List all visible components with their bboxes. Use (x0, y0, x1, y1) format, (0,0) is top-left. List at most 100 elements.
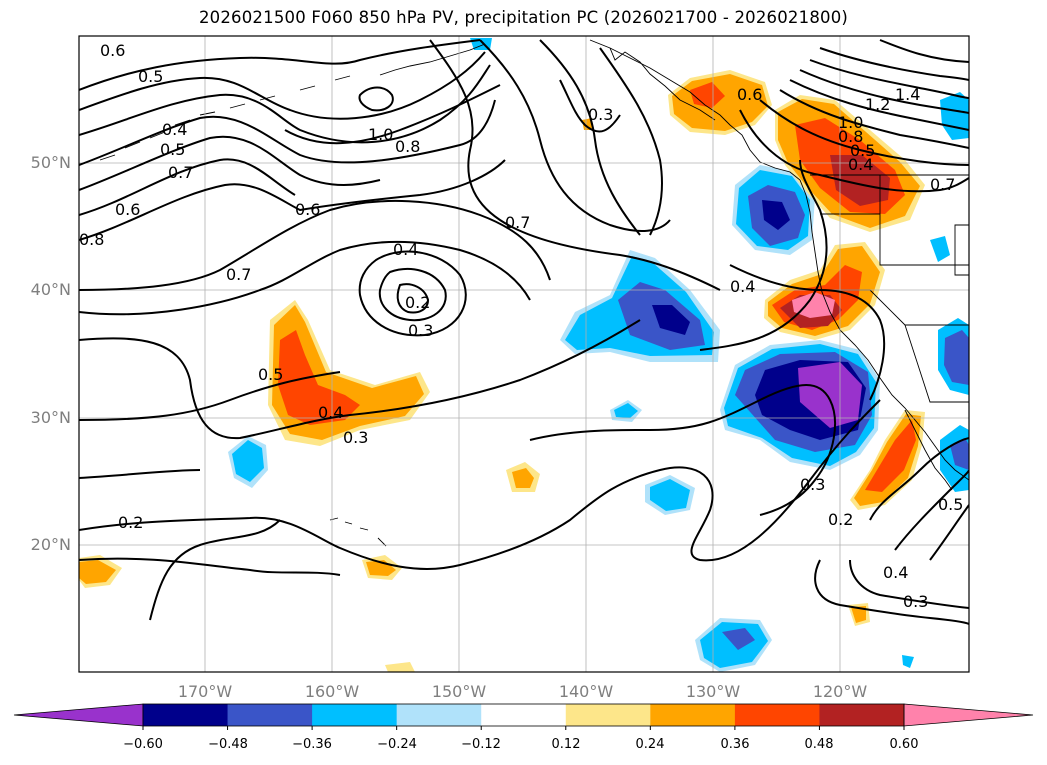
coastline-baja (904, 409, 953, 491)
contour-label: 0.6 (737, 85, 762, 104)
contour-label: 0.5 (258, 365, 283, 384)
contour-label: 0.4 (730, 277, 755, 296)
contour-label: 0.8 (395, 137, 420, 156)
pc-positive-area (512, 468, 534, 488)
pv-contour (79, 399, 881, 570)
colorbar-cell (481, 704, 567, 726)
pc-negative-area (652, 305, 690, 335)
pc-positive-area (278, 330, 360, 425)
colorbar-tick-label: 0.24 (635, 737, 665, 752)
pv-contour (79, 371, 341, 421)
pv-contour (79, 240, 531, 316)
pv-contour (79, 199, 551, 291)
pc-negative-area (944, 330, 969, 385)
pc-negative-area (762, 200, 790, 230)
contour-label: 0.7 (226, 265, 251, 284)
contour-label: 0.4 (393, 240, 418, 259)
pc-positive-area (865, 420, 916, 492)
pc-positive-area (385, 662, 415, 672)
pv-contour (729, 264, 886, 401)
pv-contour (358, 250, 467, 337)
pc-positive-area (582, 118, 592, 130)
contour-label: 1.0 (838, 113, 863, 132)
colorbar (13, 703, 1034, 730)
pc-positive-area (830, 155, 890, 206)
contour-label: 0.6 (115, 200, 140, 219)
colorbar-extend-min (13, 703, 144, 727)
colorbar-extend-max (903, 703, 1034, 727)
pc-negative-area (798, 362, 862, 428)
contour-label: 0.4 (883, 563, 908, 582)
pv-contour (529, 384, 836, 516)
pc-negative-area (722, 628, 755, 650)
contour-label: 0.5 (938, 495, 963, 514)
pv-contour (149, 519, 281, 621)
lat-label-40n: 40°N (30, 280, 71, 299)
aleutian-islands (99, 75, 351, 161)
contour-label: 0.3 (903, 592, 928, 611)
colorbar-frame (142, 703, 905, 727)
pc-positive-area (79, 560, 116, 584)
pv-contour (559, 79, 621, 133)
pv-contour (79, 39, 481, 91)
lon-label-140w: 140°W (558, 682, 614, 701)
state-border (904, 324, 969, 403)
hawaii-islands (329, 517, 387, 547)
colorbar-cell (227, 704, 313, 726)
pv-contour (779, 89, 969, 149)
pv-contours (79, 39, 969, 625)
state-border (954, 224, 969, 276)
pv-contour (79, 158, 296, 216)
pv-contour (599, 47, 663, 236)
pv-contour (79, 51, 486, 120)
lat-label-20n: 20°N (30, 535, 71, 554)
pv-contour (284, 84, 501, 145)
contour-label: 0.4 (848, 155, 873, 174)
coastlines (99, 39, 969, 547)
pv-contour (894, 469, 969, 551)
contour-label: 0.3 (800, 475, 825, 494)
lat-label-50n: 50°N (30, 153, 71, 172)
contour-label: 0.2 (828, 510, 853, 529)
colorbar-tick-label: −0.48 (208, 737, 248, 752)
contour-label: 0.4 (162, 120, 187, 139)
contour-label: 0.7 (930, 175, 955, 194)
colorbar-cell (650, 704, 736, 726)
colorbar-cell (396, 704, 482, 726)
pc-negative-area (950, 438, 969, 470)
coast-bc-islands (609, 47, 716, 121)
pv-contour (789, 79, 969, 131)
contour-label: 0.6 (100, 41, 125, 60)
lon-label-130w: 130°W (685, 682, 741, 701)
colorbar-tick-label: −0.24 (377, 737, 417, 752)
alaska-peninsula (379, 43, 486, 76)
pv-contour (809, 59, 969, 99)
colorbar-tick-label: 0.36 (720, 737, 750, 752)
contour-label: 0.3 (588, 105, 613, 124)
colorbar-tick-label: 0.60 (889, 737, 919, 752)
pv-contour (79, 135, 381, 191)
map-plot-area: 0.6 0.5 0.4 0.5 0.7 0.6 0.8 1.0 0.8 0.6 … (79, 36, 969, 672)
pv-contour (378, 268, 447, 322)
contour-label: 0.6 (295, 200, 320, 219)
contour-label: 0.7 (168, 163, 193, 182)
map-title: 2026021500 F060 850 hPa PV, precipitatio… (198, 8, 849, 27)
contour-label: 0.8 (838, 127, 863, 146)
pc-negative-area (902, 655, 914, 668)
colorbar-cell (819, 704, 905, 726)
pc-negative-area (232, 440, 264, 482)
pv-contour (79, 99, 496, 166)
contour-label: 1.4 (895, 85, 920, 104)
pv-contour (929, 504, 969, 561)
pv-contour (79, 319, 641, 440)
contour-label: 0.4 (318, 403, 343, 422)
lon-label-150w: 150°W (431, 682, 487, 701)
pv-contour (849, 559, 969, 609)
contour-label: 0.5 (138, 67, 163, 86)
pv-contour (814, 559, 969, 625)
pc-negative-area (930, 236, 950, 262)
contour-label: 1.2 (865, 95, 890, 114)
pv-contour (759, 99, 969, 166)
coastline-alaska (589, 39, 969, 481)
